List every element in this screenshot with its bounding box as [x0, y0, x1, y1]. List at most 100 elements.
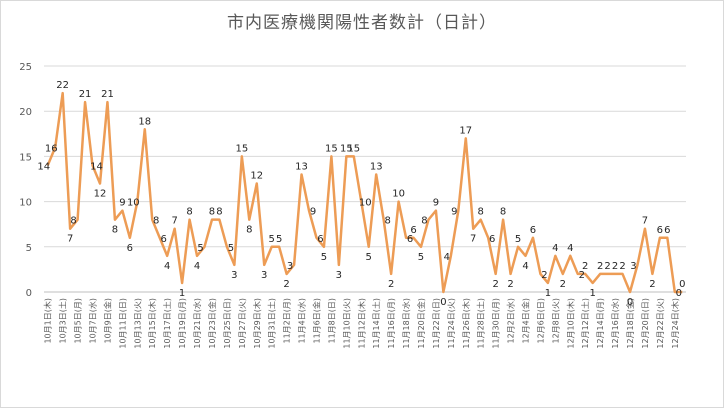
data-label: 8 — [478, 207, 484, 218]
data-label: 10 — [392, 189, 405, 200]
x-tick-label: 10月11日(日) — [118, 298, 127, 349]
data-label: 16 — [45, 143, 58, 154]
data-label: 2 — [612, 261, 618, 272]
data-label: 4 — [194, 261, 200, 272]
data-label: 3 — [261, 270, 267, 281]
data-label: 0 — [679, 279, 685, 290]
data-label: 2 — [582, 261, 588, 272]
data-label: 8 — [112, 225, 118, 236]
y-tick-label: 20 — [19, 107, 32, 118]
x-tick-label: 10月15日(木) — [147, 298, 157, 349]
data-label: 9 — [451, 207, 457, 218]
x-tick-label: 12月14日(月) — [596, 298, 605, 349]
y-axis-ticks: 0 5 10 15 20 25 — [19, 62, 32, 299]
data-label: 5 — [276, 234, 282, 245]
x-tick-label: 11月28日(土) — [476, 298, 486, 349]
data-label: 9 — [119, 198, 125, 209]
data-label: 7 — [171, 216, 177, 227]
data-label: 6 — [127, 243, 133, 254]
data-label: 0 — [627, 297, 633, 308]
data-label: 2 — [560, 279, 566, 290]
data-label: 15 — [347, 143, 360, 154]
y-tick-label: 15 — [19, 152, 32, 163]
x-tick-label: 12月10日(木) — [565, 298, 575, 349]
chart-title: 市内医療機関陽性者数計（日計） — [227, 13, 497, 33]
data-label: 6 — [407, 234, 413, 245]
x-tick-label: 11月2日(月) — [283, 298, 292, 344]
x-tick-label: 11月12日(木) — [356, 298, 366, 349]
data-label: 13 — [370, 161, 383, 172]
y-tick-label: 5 — [26, 243, 32, 254]
data-label: 5 — [321, 252, 327, 263]
data-label: 1 — [179, 288, 185, 299]
data-label: 5 — [268, 234, 274, 245]
x-tick-label: 10月21日(水) — [192, 298, 202, 349]
data-label: 8 — [421, 216, 427, 227]
x-tick-label: 11月14日(土) — [371, 298, 381, 349]
data-label: 2 — [649, 279, 655, 290]
data-label: 3 — [231, 270, 237, 281]
data-label: 22 — [56, 80, 69, 91]
x-tick-label: 12月8日(火) — [551, 298, 560, 344]
x-tick-label: 10月9日(金) — [102, 298, 112, 344]
data-label: 18 — [138, 116, 151, 127]
x-tick-label: 11月16日(月) — [387, 298, 396, 349]
data-label: 1 — [589, 288, 595, 299]
x-tick-label: 10月23日(金) — [207, 298, 217, 349]
x-tick-label: 12月20日(日) — [641, 298, 650, 349]
data-label: 6 — [489, 234, 495, 245]
data-label: 2 — [604, 261, 610, 272]
data-label: 2 — [507, 279, 513, 290]
x-tick-label: 12月16日(水) — [610, 298, 620, 349]
gridlines — [44, 65, 686, 293]
x-tick-label: 10月17日(土) — [162, 298, 172, 349]
x-tick-label: 11月24日(火) — [447, 298, 456, 349]
data-label: 0 — [676, 288, 682, 299]
data-label: 8 — [186, 207, 192, 218]
x-tick-label: 12月18日(金) — [625, 298, 635, 349]
x-tick-label: 12月24日(木) — [670, 298, 680, 349]
y-tick-label: 0 — [26, 288, 32, 299]
x-tick-label: 10月1日(木) — [43, 298, 53, 344]
data-label: 2 — [597, 261, 603, 272]
data-label: 2 — [283, 279, 289, 290]
x-tick-label: 10月3日(土) — [58, 298, 68, 344]
data-label: 8 — [216, 207, 222, 218]
data-label: 6 — [161, 234, 167, 245]
data-label: 21 — [79, 89, 92, 100]
data-label: 7 — [642, 216, 648, 227]
data-label: 15 — [340, 143, 353, 154]
data-label: 3 — [630, 261, 636, 272]
data-label: 12 — [250, 171, 263, 182]
data-label: 15 — [325, 143, 338, 154]
data-label: 3 — [336, 270, 342, 281]
data-label: 4 — [522, 261, 528, 272]
data-label: 3 — [287, 261, 293, 272]
x-tick-label: 10月27日(火) — [238, 298, 247, 349]
data-label: 5 — [197, 243, 203, 254]
data-label: 7 — [470, 234, 476, 245]
data-label: 5 — [418, 252, 424, 263]
x-tick-label: 12月2日(水) — [506, 298, 516, 344]
data-label: 17 — [459, 125, 472, 136]
data-label: 14 — [90, 161, 103, 172]
x-tick-label: 11月6日(金) — [311, 298, 321, 344]
data-label: 5 — [228, 243, 234, 254]
x-tick-label: 11月30日(月) — [492, 298, 501, 349]
x-tick-label: 11月10日(火) — [342, 298, 351, 349]
data-label: 7 — [67, 234, 73, 245]
data-label: 8 — [500, 207, 506, 218]
data-label: 10 — [127, 198, 140, 209]
x-tick-label: 12月12日(土) — [580, 298, 590, 349]
data-label: 8 — [384, 216, 390, 227]
x-tick-label: 12月22日(火) — [656, 298, 665, 349]
data-label: 8 — [246, 225, 252, 236]
data-label: 12 — [94, 189, 107, 200]
x-tick-label: 11月26日(木) — [461, 298, 471, 349]
data-label: 8 — [70, 216, 76, 227]
x-tick-label: 10月29日(木) — [252, 298, 262, 349]
data-label: 2 — [388, 279, 394, 290]
x-tick-label: 11月20日(金) — [416, 298, 426, 349]
y-tick-label: 10 — [19, 198, 32, 209]
